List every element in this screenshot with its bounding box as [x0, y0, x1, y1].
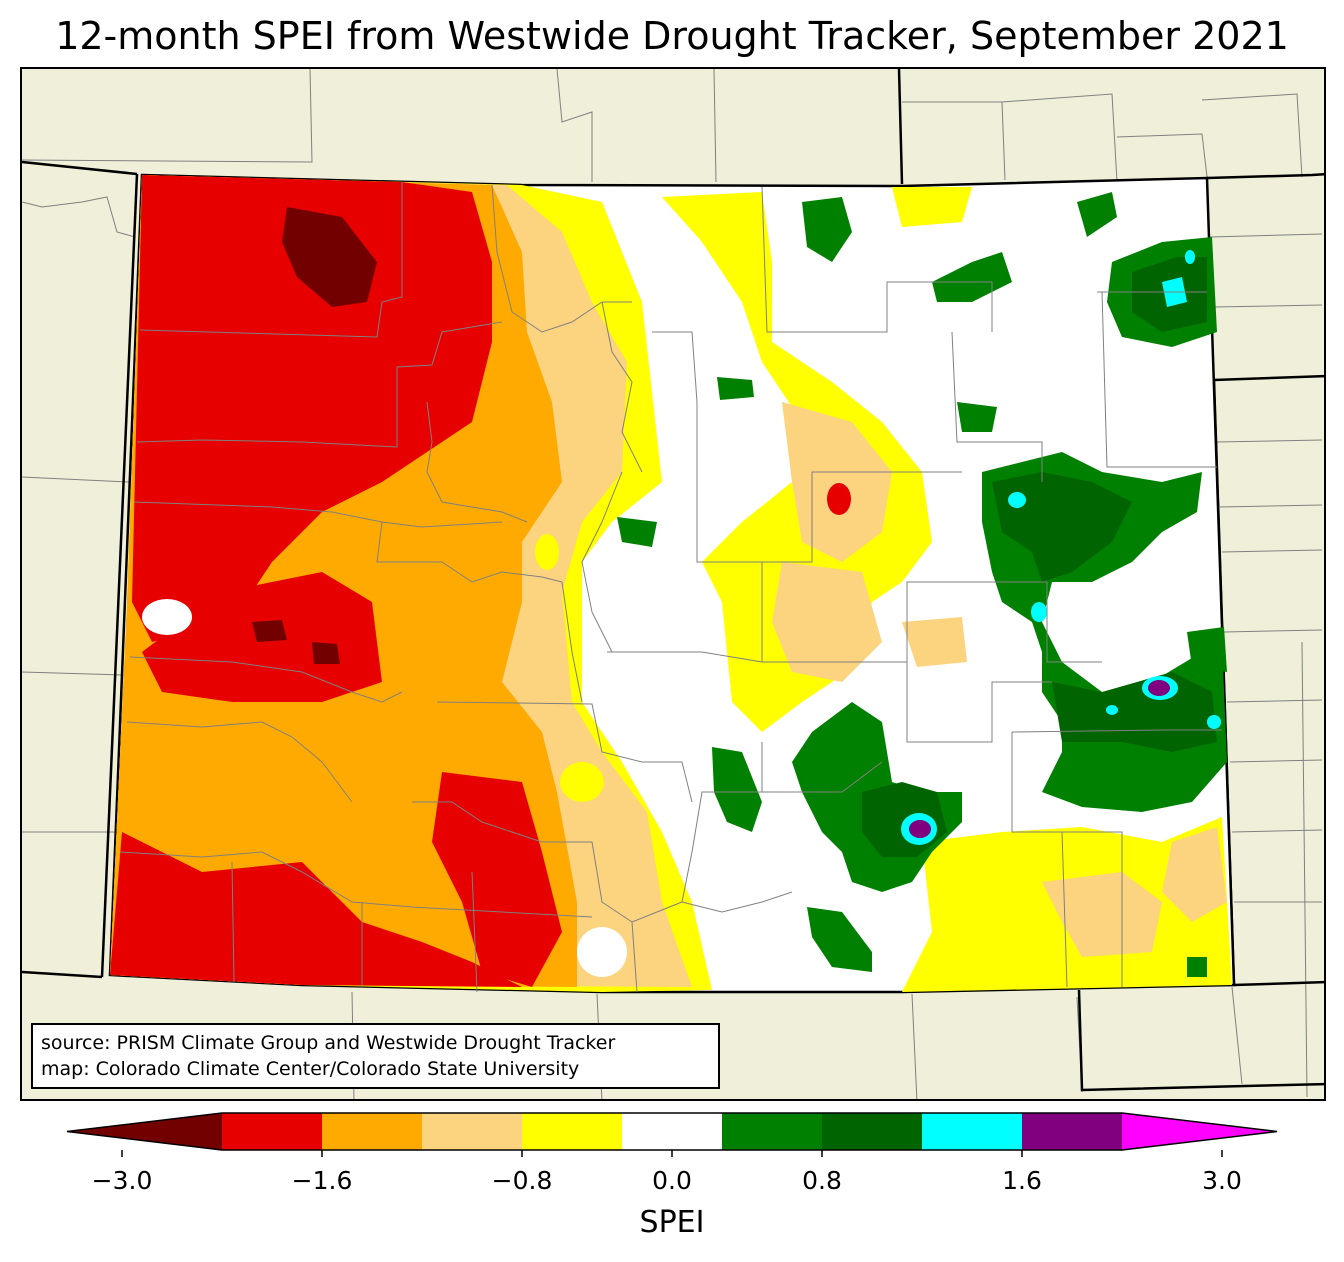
map-canvas — [22, 69, 1324, 1099]
county-lines — [119, 182, 1222, 993]
spei-wet-zones — [617, 192, 1227, 977]
colorbar-tick-label: −0.8 — [491, 1166, 553, 1195]
colorbar-label: SPEI — [639, 1205, 705, 1240]
source-attribution: source: PRISM Climate Group and Westwide… — [31, 1023, 720, 1089]
map-credit-line: map: Colorado Climate Center/Colorado St… — [41, 1058, 580, 1080]
colorbar-tick-label: 1.6 — [1002, 1166, 1042, 1195]
colorbar-bin — [822, 1113, 922, 1150]
map-title: 12-month SPEI from Westwide Drought Trac… — [55, 14, 1289, 58]
colorbar-bin — [422, 1113, 522, 1150]
colorbar-bin — [322, 1113, 422, 1150]
spei-eastern-dry — [560, 187, 1232, 992]
colorbar-bin — [1022, 1113, 1122, 1150]
colorbar-bin — [522, 1113, 622, 1150]
colorbar-tick-label: 0.8 — [802, 1166, 842, 1195]
colorbar-bin — [722, 1113, 822, 1150]
colorbar-bin — [622, 1113, 722, 1150]
source-line: source: PRISM Climate Group and Westwide… — [41, 1032, 616, 1054]
colorbar-outline — [66, 1112, 1278, 1151]
colorbar — [66, 1112, 1278, 1157]
colorbar-bin — [222, 1113, 322, 1150]
colorbar-tick-label: 3.0 — [1202, 1166, 1242, 1195]
colorbar-tick-label: 0.0 — [652, 1166, 692, 1195]
colorbar-bin — [922, 1113, 1022, 1150]
colorbar-bins — [66, 1112, 1278, 1157]
map-frame — [20, 67, 1326, 1101]
neighbor-county-lines — [22, 69, 1323, 1099]
colorbar-bin — [1122, 1113, 1277, 1150]
colorbar-tick-label: −1.6 — [291, 1166, 353, 1195]
colorbar-tick-label: −3.0 — [91, 1166, 153, 1195]
colorbar-bin — [67, 1113, 222, 1150]
